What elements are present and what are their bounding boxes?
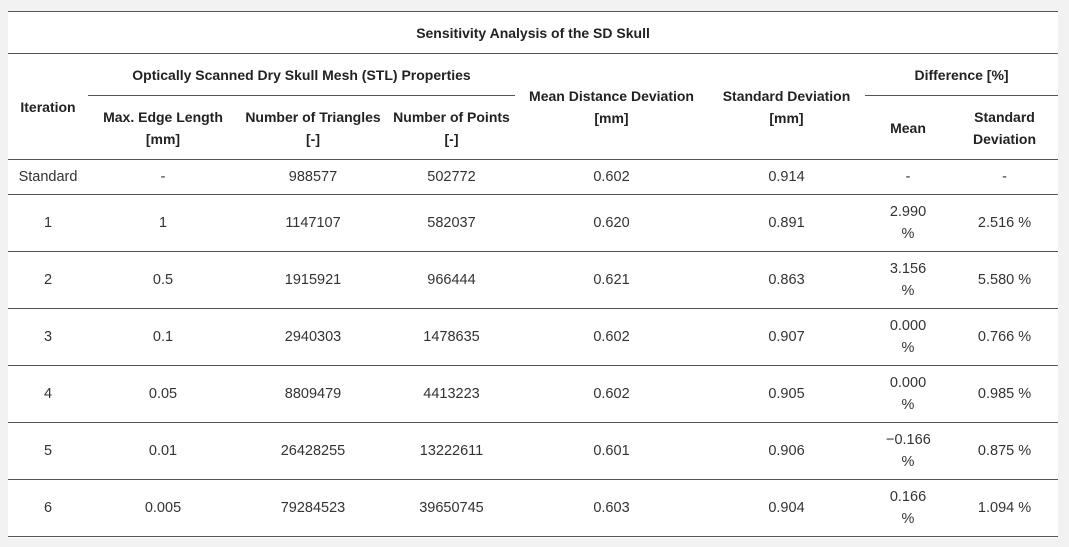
cell-points: 39650745: [388, 479, 515, 537]
header-difference-mean: Mean: [865, 95, 951, 160]
header-number-of-points: Number of Points [-]: [388, 95, 515, 160]
cell-max-edge: 0.5: [88, 251, 238, 309]
table-row: 1 1 1147107 582037 0.620 0.891 2.990 % 2…: [8, 194, 1059, 252]
cell-difference-mean: 0.000 %: [889, 318, 927, 356]
cell-points: 1478635: [388, 308, 515, 366]
cell-standard-deviation: 0.906: [708, 422, 865, 480]
cell-mean-distance: 0.601: [515, 422, 708, 480]
table-row: 5 0.01 26428255 13222611 0.601 0.906 −0.…: [8, 422, 1059, 480]
cell-points: 13222611: [388, 422, 515, 480]
cell-mean-distance: 0.602: [515, 159, 708, 195]
cell-points: 966444: [388, 251, 515, 309]
header-difference-standard-deviation: Standard Deviation: [951, 95, 1059, 160]
table-row: Standard - 988577 502772 0.602 0.914 - -: [8, 159, 1059, 195]
table-row: 3 0.1 2940303 1478635 0.602 0.907 0.000 …: [8, 308, 1059, 366]
header-number-of-triangles: Number of Triangles [-]: [238, 95, 388, 160]
header-standard-deviation: Standard Deviation [mm]: [708, 53, 865, 160]
cell-max-edge: 0.01: [88, 422, 238, 480]
table-row: 6 0.005 79284523 39650745 0.603 0.904 0.…: [8, 479, 1059, 537]
cell-points: 502772: [388, 159, 515, 195]
cell-mean-distance: 0.602: [515, 365, 708, 423]
cell-triangles: 79284523: [238, 479, 388, 537]
header-group-stl: Optically Scanned Dry Skull Mesh (STL) P…: [88, 53, 515, 96]
cell-iteration: 3: [8, 308, 88, 366]
cell-standard-deviation: 0.907: [708, 308, 865, 366]
cell-standard-deviation: 0.904: [708, 479, 865, 537]
cell-triangles: 2940303: [238, 308, 388, 366]
cell-difference-mean: 0.000 %: [889, 375, 927, 413]
cell-standard-deviation: 0.863: [708, 251, 865, 309]
cell-difference-mean: 2.990 %: [889, 204, 927, 242]
cell-difference-std: -: [951, 159, 1059, 195]
cell-max-edge: 0.005: [88, 479, 238, 537]
cell-iteration: 2: [8, 251, 88, 309]
table-title: Sensitivity Analysis of the SD Skull: [8, 11, 1059, 54]
cell-triangles: 1147107: [238, 194, 388, 252]
cell-iteration: 6: [8, 479, 88, 537]
cell-difference-std: 2.516 %: [951, 194, 1059, 252]
cell-difference-mean: −0.166 %: [886, 432, 931, 470]
cell-triangles: 26428255: [238, 422, 388, 480]
cell-mean-distance: 0.620: [515, 194, 708, 252]
cell-max-edge: 0.1: [88, 308, 238, 366]
cell-difference-std: 1.094 %: [951, 479, 1059, 537]
cell-triangles: 988577: [238, 159, 388, 195]
sensitivity-table: Sensitivity Analysis of the SD Skull Ite…: [8, 11, 1059, 537]
header-max-edge-length: Max. Edge Length [mm]: [88, 95, 238, 160]
cell-difference-mean: 3.156 %: [889, 261, 927, 299]
cell-max-edge: 1: [88, 194, 238, 252]
cell-mean-distance: 0.603: [515, 479, 708, 537]
cell-difference-std: 0.985 %: [951, 365, 1059, 423]
cell-iteration: 4: [8, 365, 88, 423]
header-mean-distance: Mean Distance Deviation [mm]: [515, 53, 708, 160]
cell-mean-distance: 0.621: [515, 251, 708, 309]
cell-points: 4413223: [388, 365, 515, 423]
cell-triangles: 1915921: [238, 251, 388, 309]
cell-triangles: 8809479: [238, 365, 388, 423]
cell-max-edge: 0.05: [88, 365, 238, 423]
cell-difference-std: 0.766 %: [951, 308, 1059, 366]
cell-points: 582037: [388, 194, 515, 252]
cell-standard-deviation: 0.905: [708, 365, 865, 423]
cell-mean-distance: 0.602: [515, 308, 708, 366]
cell-max-edge: -: [88, 159, 238, 195]
header-iteration: Iteration: [8, 53, 88, 160]
table-row: 2 0.5 1915921 966444 0.621 0.863 3.156 %…: [8, 251, 1059, 309]
cell-difference-mean: 0.166 %: [889, 489, 927, 527]
cell-iteration: 5: [8, 422, 88, 480]
cell-standard-deviation: 0.891: [708, 194, 865, 252]
cell-difference-std: 5.580 %: [951, 251, 1059, 309]
cell-iteration: 1: [8, 194, 88, 252]
cell-standard-deviation: 0.914: [708, 159, 865, 195]
cell-iteration: Standard: [8, 159, 88, 195]
header-group-difference: Difference [%]: [865, 53, 1059, 96]
cell-difference-mean: -: [865, 159, 951, 195]
cell-difference-std: 0.875 %: [951, 422, 1059, 480]
table-row: 4 0.05 8809479 4413223 0.602 0.905 0.000…: [8, 365, 1059, 423]
